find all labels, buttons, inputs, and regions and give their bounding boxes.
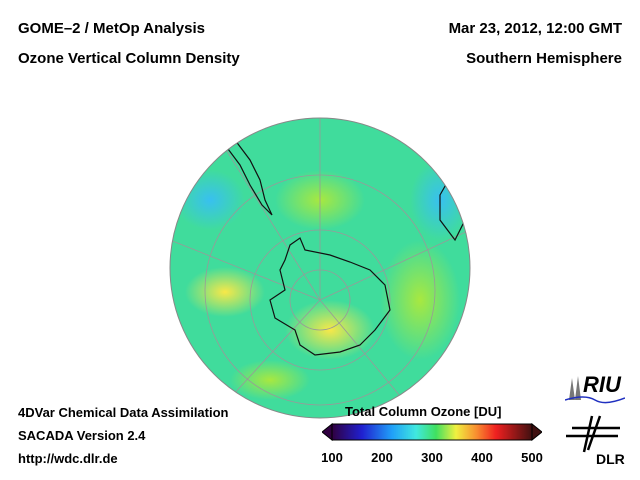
colorbar [322, 423, 542, 441]
dlr-logo-text: DLR [596, 451, 625, 467]
footer-url[interactable]: http://wdc.dlr.de [18, 451, 118, 466]
riu-tower-icon [569, 376, 581, 400]
africa-outline [439, 158, 470, 242]
title-hemisphere: Southern Hemisphere [466, 50, 622, 67]
colorbar-tick: 200 [371, 450, 393, 465]
riu-logo: RIU [565, 372, 625, 404]
title-source: GOME–2 / MetOp Analysis [18, 20, 205, 37]
graticule [170, 118, 470, 418]
title-quantity: Ozone Vertical Column Density [18, 50, 240, 67]
colorbar-tick: 100 [321, 450, 343, 465]
colorbar-tick: 300 [421, 450, 443, 465]
footer-method: 4DVar Chemical Data Assimilation [18, 405, 229, 420]
dlr-logo-icon [566, 415, 620, 453]
antarctica-outline [269, 237, 391, 356]
riu-wave-icon [565, 396, 625, 404]
colorbar-tick: 500 [521, 450, 543, 465]
globe-disk [170, 118, 470, 418]
colorbar-tick: 400 [471, 450, 493, 465]
footer-version: SACADA Version 2.4 [18, 428, 146, 443]
title-date: Mar 23, 2012, 12:00 GMT [448, 20, 622, 37]
colorbar-title: Total Column Ozone [DU] [345, 404, 502, 419]
south-america-outline [214, 119, 273, 216]
riu-logo-text: RIU [583, 372, 621, 397]
